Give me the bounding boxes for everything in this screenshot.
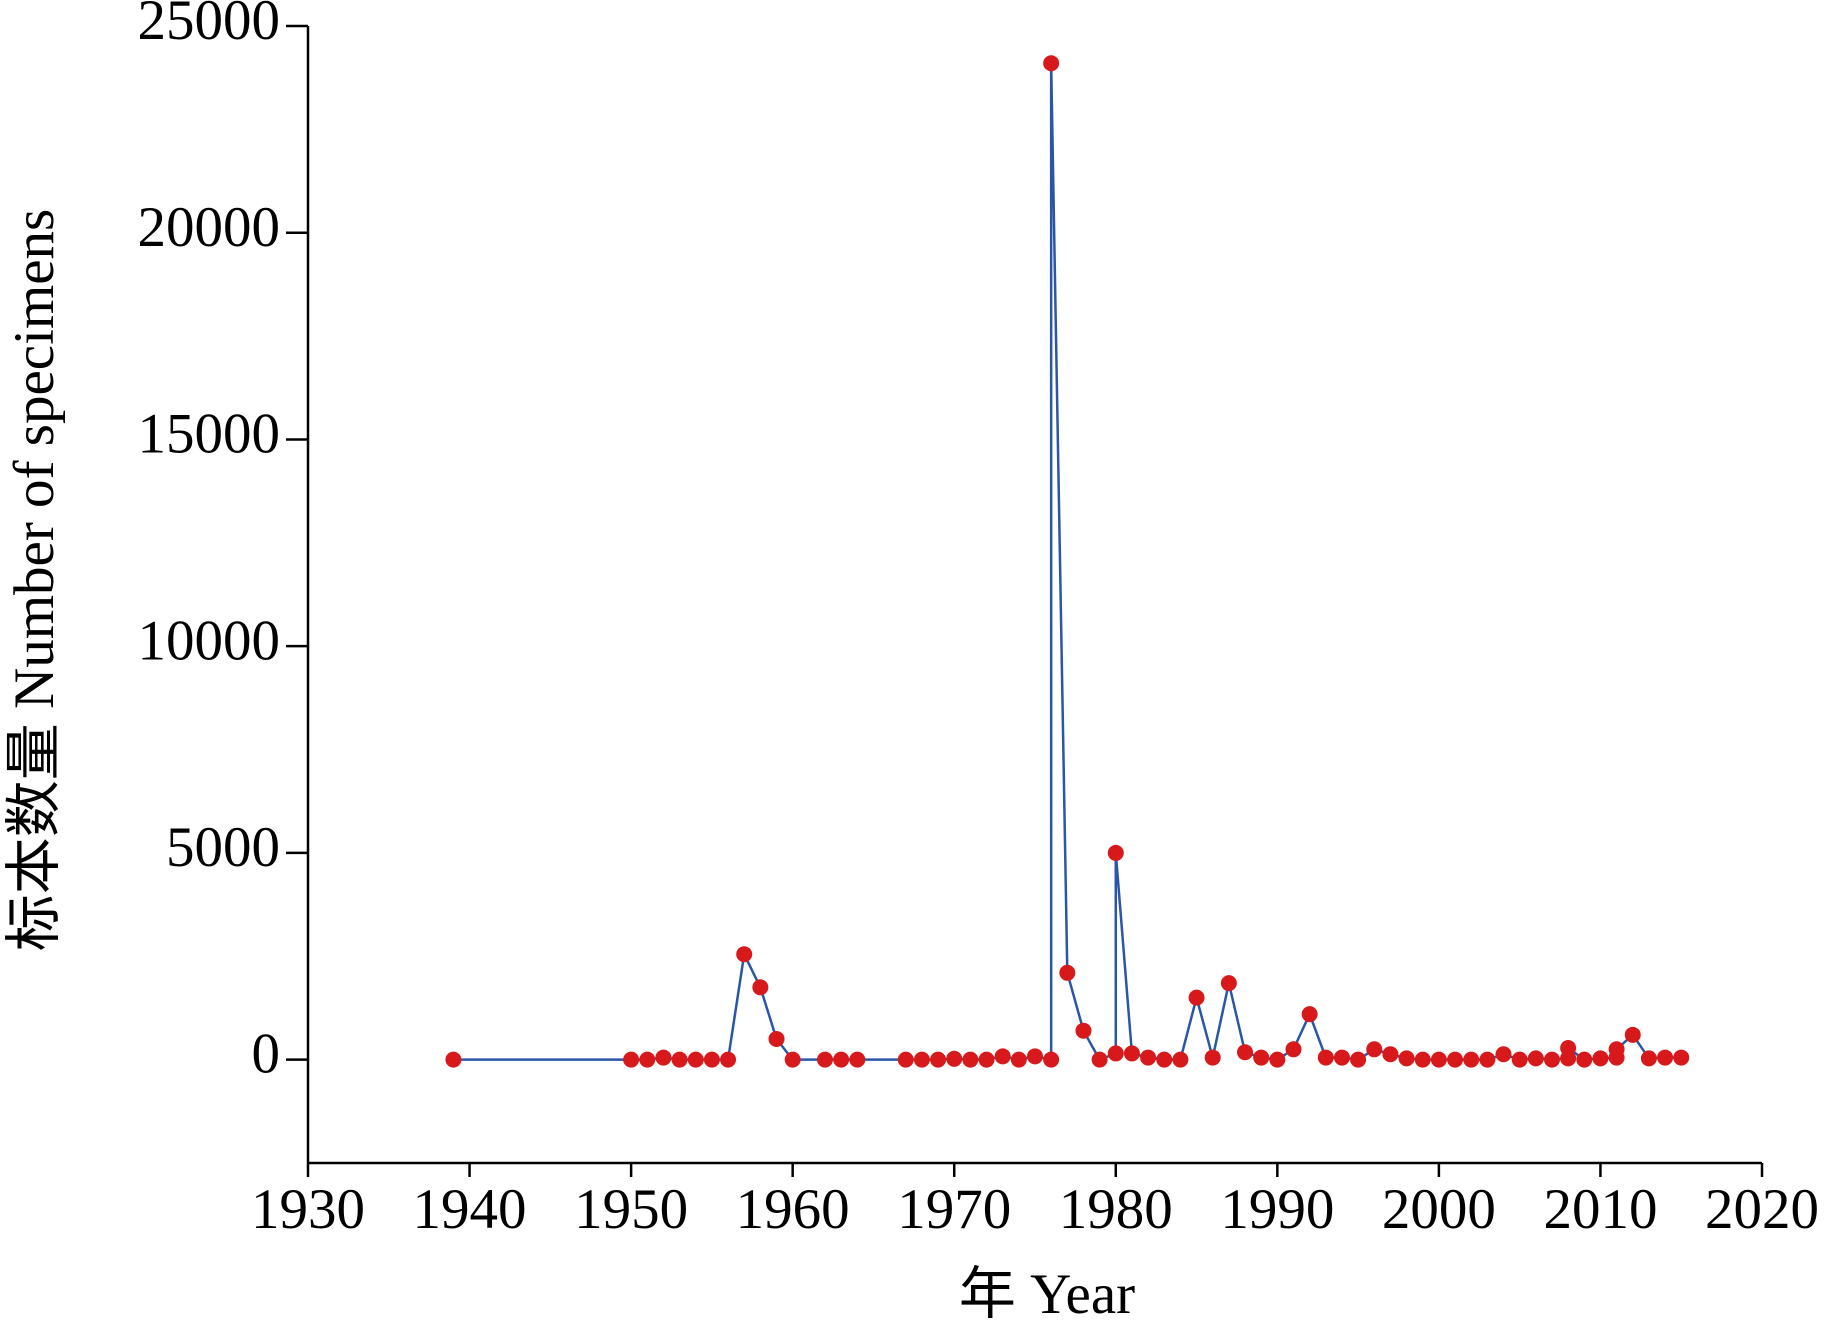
data-point bbox=[1301, 1006, 1318, 1023]
x-tick-label: 1950 bbox=[574, 1178, 688, 1241]
data-point bbox=[897, 1051, 914, 1068]
series-line bbox=[453, 63, 1682, 1062]
data-point bbox=[1269, 1051, 1286, 1068]
x-axis-label: 年 Year bbox=[959, 1263, 1135, 1326]
y-axis-label: 标本数量 Number of specimens bbox=[3, 209, 66, 951]
y-tick-label: 10000 bbox=[138, 609, 281, 672]
data-point bbox=[1511, 1051, 1528, 1068]
data-point bbox=[1366, 1041, 1383, 1058]
data-point bbox=[1333, 1049, 1350, 1066]
x-tick-label: 2020 bbox=[1705, 1178, 1819, 1241]
data-point bbox=[1624, 1026, 1641, 1043]
data-point bbox=[849, 1051, 866, 1068]
y-tick-label: 15000 bbox=[138, 403, 281, 466]
data-point bbox=[913, 1051, 930, 1068]
data-point bbox=[445, 1051, 462, 1068]
data-point bbox=[816, 1051, 833, 1068]
data-point bbox=[1382, 1046, 1399, 1063]
x-tick-label: 1960 bbox=[736, 1178, 850, 1241]
data-point bbox=[1140, 1049, 1157, 1066]
data-point bbox=[1285, 1041, 1302, 1058]
x-tick-label: 1980 bbox=[1059, 1178, 1173, 1241]
data-point bbox=[1560, 1040, 1577, 1057]
data-point bbox=[994, 1048, 1011, 1065]
data-point bbox=[1172, 1051, 1189, 1068]
data-point bbox=[1479, 1051, 1496, 1068]
data-point bbox=[1463, 1051, 1480, 1068]
data-point bbox=[1398, 1050, 1415, 1067]
x-tick-label: 2010 bbox=[1543, 1178, 1657, 1241]
data-point bbox=[752, 979, 769, 996]
x-tick-label: 1940 bbox=[413, 1178, 527, 1241]
data-point bbox=[1043, 55, 1060, 72]
data-point bbox=[1414, 1051, 1431, 1068]
y-tick-label: 0 bbox=[252, 1023, 281, 1086]
data-point bbox=[1237, 1044, 1254, 1061]
data-point bbox=[1075, 1022, 1092, 1039]
data-point bbox=[1673, 1049, 1690, 1066]
data-point bbox=[946, 1050, 963, 1067]
data-point bbox=[736, 946, 753, 963]
data-point bbox=[833, 1051, 850, 1068]
data-point bbox=[784, 1051, 801, 1068]
data-point bbox=[1576, 1051, 1593, 1068]
y-tick-label: 5000 bbox=[166, 816, 280, 879]
data-point bbox=[1543, 1051, 1560, 1068]
data-point bbox=[687, 1051, 704, 1068]
y-tick-label: 20000 bbox=[138, 196, 281, 259]
data-point bbox=[1027, 1048, 1043, 1065]
data-point bbox=[1527, 1050, 1544, 1067]
data-point bbox=[768, 1030, 785, 1047]
data-point bbox=[1043, 1051, 1060, 1068]
data-point bbox=[1657, 1049, 1674, 1066]
data-point bbox=[655, 1049, 672, 1066]
data-point bbox=[1107, 844, 1124, 861]
data-point bbox=[703, 1051, 720, 1068]
data-point bbox=[1640, 1050, 1657, 1067]
data-point bbox=[1447, 1051, 1464, 1068]
data-point bbox=[962, 1051, 979, 1068]
data-point bbox=[930, 1051, 947, 1068]
x-tick-label: 1990 bbox=[1220, 1178, 1334, 1241]
data-point bbox=[1091, 1051, 1108, 1068]
data-point bbox=[1188, 989, 1205, 1006]
y-tick-label: 25000 bbox=[138, 0, 281, 52]
data-point bbox=[720, 1051, 737, 1068]
data-point bbox=[1059, 964, 1076, 981]
data-point bbox=[1107, 1045, 1124, 1062]
data-point bbox=[623, 1051, 640, 1068]
x-tick-label: 1930 bbox=[251, 1178, 365, 1241]
data-point bbox=[1220, 975, 1237, 992]
x-tick-label: 1970 bbox=[897, 1178, 1011, 1241]
data-point bbox=[1592, 1050, 1609, 1067]
x-tick-label: 2000 bbox=[1382, 1178, 1496, 1241]
data-point bbox=[1253, 1049, 1270, 1066]
data-point bbox=[978, 1051, 995, 1068]
data-point bbox=[1010, 1051, 1027, 1068]
data-point bbox=[1123, 1045, 1140, 1062]
data-point bbox=[1204, 1049, 1221, 1066]
data-point bbox=[1350, 1051, 1367, 1068]
data-point bbox=[1430, 1051, 1447, 1068]
data-point bbox=[639, 1051, 656, 1068]
data-point bbox=[671, 1051, 688, 1068]
data-point bbox=[1495, 1046, 1512, 1063]
data-point bbox=[1608, 1041, 1625, 1058]
data-point bbox=[1156, 1051, 1173, 1068]
data-point bbox=[1317, 1049, 1334, 1066]
